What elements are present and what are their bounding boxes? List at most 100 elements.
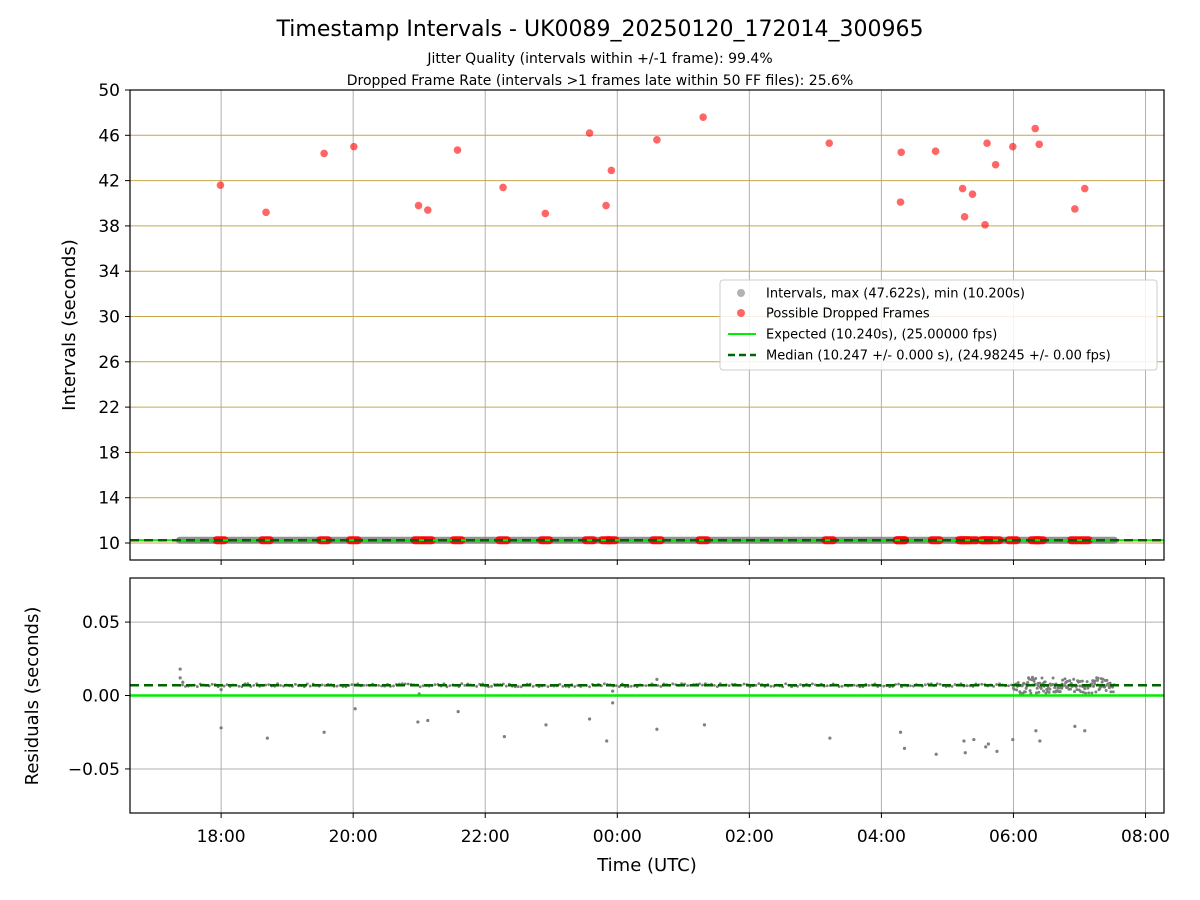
residual-point <box>546 685 550 689</box>
residual-point <box>1039 686 1043 690</box>
residual-point <box>433 683 437 687</box>
residual-point <box>1094 690 1098 694</box>
residual-point <box>267 683 271 687</box>
residual-point <box>294 682 297 686</box>
residual-point <box>909 684 912 688</box>
residual-outlier-point <box>655 727 659 731</box>
residuals-panel: 18:00 20:00 22:00 00:00 02:00 04:00 06:00 08:00… <box>68 577 1170 847</box>
residual-point <box>1107 686 1111 690</box>
residual-outlier-point <box>898 730 903 734</box>
residual-point <box>727 684 731 687</box>
residual-outlier-point <box>544 723 548 727</box>
residual-point <box>1032 679 1036 683</box>
residual-outlier-point <box>611 689 615 693</box>
residual-outlier-point <box>702 723 707 727</box>
residual-point <box>938 682 942 686</box>
residual-point <box>1040 676 1044 680</box>
residual-outlier-point <box>984 745 988 749</box>
residual-outlier-point <box>587 717 592 721</box>
residual-point <box>659 685 663 688</box>
top-ylabel: Intervals (seconds) <box>59 239 80 411</box>
residual-outlier-point <box>181 680 185 684</box>
residual-outlier-point <box>353 707 357 711</box>
residual-point <box>1023 690 1027 694</box>
dropped-frame-point <box>699 113 707 121</box>
residual-point <box>995 683 999 686</box>
bottom-y-tick-label: −0.05 <box>68 760 120 780</box>
residual-point <box>614 684 618 688</box>
legend-label: Expected (10.240s), (25.00000 fps) <box>766 328 997 343</box>
legend-label: Possible Dropped Frames <box>766 307 930 322</box>
dropped-frame-point <box>1080 184 1089 193</box>
residual-point <box>195 685 199 688</box>
dropped-frame-point <box>607 166 616 175</box>
top-y-tick-label: 22 <box>98 398 120 418</box>
residual-point <box>1069 687 1073 691</box>
residual-point <box>252 683 256 687</box>
residual-point <box>1020 684 1024 688</box>
residual-outlier-point <box>963 751 967 755</box>
legend-label: Intervals, max (47.622s), min (10.200s) <box>766 287 1025 302</box>
x-tick-label: 08:00 <box>1121 827 1170 847</box>
residual-outlier-point <box>322 730 326 734</box>
residual-point <box>1072 677 1076 681</box>
residual-point <box>1093 679 1097 683</box>
residual-point <box>1043 680 1047 684</box>
residual-point <box>686 684 690 687</box>
top-y-tick-label: 50 <box>98 81 120 101</box>
residual-point <box>953 683 957 686</box>
residual-point <box>1038 681 1042 685</box>
residual-point <box>965 684 969 688</box>
residual-point <box>799 683 802 687</box>
residual-point <box>855 684 859 688</box>
residual-point <box>1101 677 1105 681</box>
residual-point <box>1084 691 1088 695</box>
residual-point <box>1034 677 1038 681</box>
residual-point <box>1036 684 1040 687</box>
legend-dropped-marker <box>737 309 745 317</box>
top-y-tick-label: 14 <box>98 489 120 509</box>
residual-point <box>1078 680 1082 684</box>
chart-title: Timestamp Intervals - UK0089_20250120_17… <box>276 17 924 42</box>
residual-outlier-point <box>995 749 999 753</box>
residual-point <box>1090 691 1094 695</box>
residual-point <box>222 684 226 688</box>
dropped-frame-point <box>602 201 610 210</box>
x-axis-label: Time (UTC) <box>596 855 697 876</box>
residual-point <box>1051 676 1055 680</box>
residual-point <box>1075 688 1079 692</box>
residual-point <box>644 684 648 688</box>
dropped-frame-point <box>825 139 834 148</box>
residual-outlier-point <box>178 676 182 680</box>
residual-point <box>1042 689 1046 693</box>
residual-point <box>561 684 565 688</box>
dropped-frame-point <box>262 208 270 217</box>
residual-point <box>1035 686 1039 690</box>
residual-point <box>1022 681 1026 685</box>
residual-point <box>1015 688 1019 692</box>
residual-point <box>897 682 900 686</box>
residual-point <box>617 685 621 688</box>
residual-outlier-point <box>456 710 460 714</box>
residual-point <box>225 683 229 687</box>
residual-point <box>421 684 425 688</box>
residual-point <box>712 684 716 687</box>
top-y-tick-label: 34 <box>98 262 120 282</box>
residual-point <box>1087 691 1091 695</box>
residual-point <box>1079 690 1083 694</box>
residual-outlier-point <box>416 720 420 724</box>
residual-point <box>671 682 675 686</box>
residual-point <box>757 682 761 686</box>
residual-point <box>1027 677 1031 681</box>
dropped-frame-point <box>931 147 940 155</box>
x-tick-label: 18:00 <box>197 827 246 847</box>
residual-point <box>1048 687 1052 691</box>
residual-point <box>603 682 606 686</box>
dropped-frame-point <box>991 160 1000 169</box>
dropped-frame-point <box>320 149 328 158</box>
bottom-ylabel: Residuals (seconds) <box>22 607 43 786</box>
residual-point <box>742 682 746 686</box>
residual-outlier-point <box>1038 739 1042 743</box>
residual-point <box>1109 690 1113 694</box>
